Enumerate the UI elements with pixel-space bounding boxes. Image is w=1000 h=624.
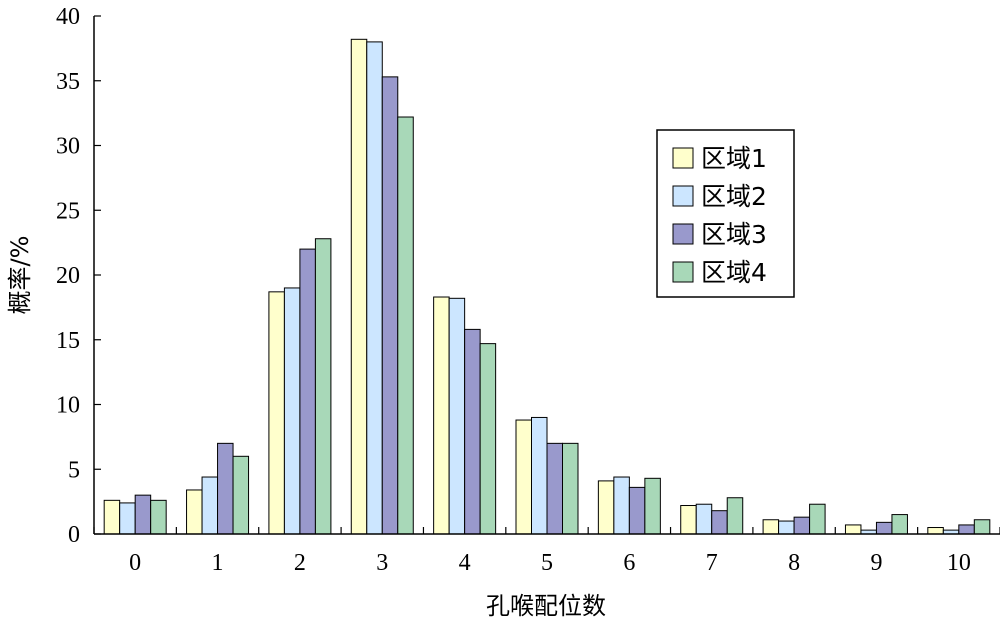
legend-swatch-4 [672, 261, 694, 283]
bar-cat9-series4 [891, 514, 908, 535]
x-axis-title: 孔喉配位数 [486, 592, 606, 620]
bar-cat9-series1 [844, 524, 862, 535]
bar-cat5-series1 [515, 419, 532, 535]
bar-cat3-series3 [381, 76, 399, 535]
legend-label-2: 区域2 [701, 182, 767, 211]
bar-cat0-series3 [134, 494, 152, 535]
x-tick-label-10: 10 [947, 550, 971, 576]
legend-label-1: 区域1 [701, 144, 767, 173]
bar-cat10-series3 [958, 524, 975, 535]
bar-cat2-series1 [268, 291, 285, 535]
bar-cat1-series3 [217, 442, 234, 535]
y-tick-label-0: 0 [68, 522, 80, 548]
y-tick-label-40: 40 [56, 4, 80, 30]
x-tick-label-9: 9 [870, 550, 882, 576]
x-tick-label-2: 2 [294, 550, 306, 576]
bar-cat6-series2 [613, 476, 630, 535]
y-tick-label-20: 20 [56, 263, 80, 289]
bar-cat9-series3 [875, 521, 893, 535]
bar-cat2-series4 [314, 238, 332, 535]
y-tick-label-35: 35 [56, 69, 80, 95]
bars-layer [103, 38, 991, 535]
y-tick-label-5: 5 [68, 457, 80, 483]
bar-cat4-series3 [464, 328, 481, 535]
bar-cat1-series4 [232, 455, 250, 535]
bar-cat5-series3 [546, 442, 563, 535]
bar-cat4-series1 [433, 296, 450, 535]
y-tick-label-30: 30 [56, 134, 80, 160]
bar-cat2-series3 [299, 248, 316, 535]
y-tick-label-10: 10 [56, 393, 80, 419]
legend-swatch-2 [672, 185, 694, 207]
legend-label-4: 区域4 [701, 258, 767, 287]
x-tick-label-3: 3 [376, 550, 388, 576]
legend-label-3: 区域3 [701, 220, 767, 249]
legend-swatch-1 [672, 147, 694, 169]
bar-cat8-series3 [793, 516, 811, 535]
bar-cat8-series1 [762, 519, 780, 535]
bar-cat2-series2 [283, 287, 301, 535]
x-tick-label-7: 7 [706, 550, 718, 576]
bar-cat1-series1 [186, 489, 203, 535]
y-axis-title: 概率/% [6, 236, 34, 315]
bar-cat7-series4 [726, 497, 744, 535]
bar-cat4-series4 [479, 343, 497, 535]
bar-cat3-series1 [350, 38, 368, 535]
bar-cat1-series2 [201, 476, 219, 535]
x-tick-label-4: 4 [459, 550, 471, 576]
bar-cat6-series4 [644, 477, 661, 535]
x-tick-label-5: 5 [541, 550, 553, 576]
legend: 区域1 区域2 区域3 区域4 [656, 129, 795, 298]
bar-cat3-series2 [366, 41, 383, 535]
y-tick-label-25: 25 [56, 198, 80, 224]
bar-cat10-series4 [973, 519, 991, 535]
bar-cat4-series2 [448, 297, 466, 535]
axes-layer: 0 5 10 15 20 25 30 35 40 0 1 2 3 4 5 6 7 8 9 10 [56, 4, 1000, 576]
bar-cat0-series4 [150, 499, 167, 535]
x-tick-label-6: 6 [623, 550, 635, 576]
bar-cat3-series4 [397, 116, 414, 535]
y-tick-label-15: 15 [56, 328, 80, 354]
x-tick-label-0: 0 [129, 550, 141, 576]
bar-cat8-series2 [778, 520, 795, 535]
bar-cat6-series3 [628, 486, 646, 535]
bar-cat8-series4 [809, 503, 826, 535]
x-tick-label-8: 8 [788, 550, 800, 576]
bar-cat0-series1 [103, 499, 121, 535]
x-tick-label-1: 1 [212, 550, 224, 576]
legend-swatch-3 [672, 223, 694, 245]
bar-cat5-series4 [562, 442, 579, 535]
bar-cat0-series2 [119, 502, 136, 535]
bar-cat10-series1 [927, 527, 944, 535]
bar-cat7-series2 [695, 503, 713, 535]
bar-cat6-series1 [597, 480, 615, 535]
bar-cat7-series3 [711, 510, 728, 535]
bar-cat7-series1 [680, 505, 697, 535]
bar-cat5-series2 [531, 416, 548, 535]
